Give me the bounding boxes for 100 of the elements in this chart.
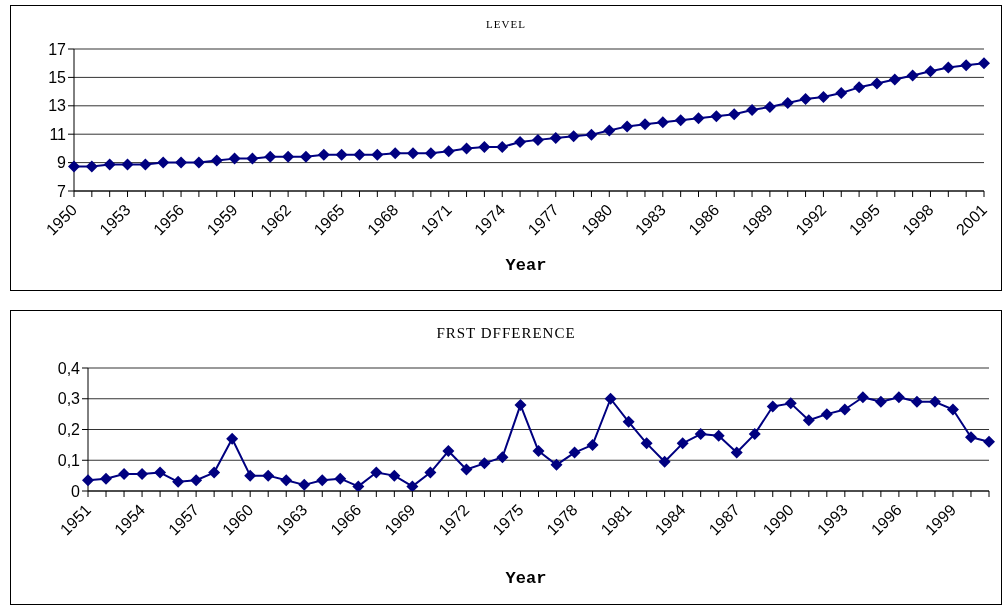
point [442,145,455,158]
point [496,451,509,464]
x-axis-title: Year [504,256,548,275]
point [746,104,759,117]
point [514,398,527,411]
point [694,428,707,441]
point [784,397,797,410]
point [603,124,616,137]
point [983,435,995,448]
point [622,415,635,428]
point [460,463,473,476]
point [585,128,598,141]
point [604,392,617,405]
point [424,466,437,479]
point [928,395,941,408]
point [892,391,905,404]
point [280,474,293,487]
point [82,474,94,487]
point [874,395,887,408]
point [728,108,741,121]
point [820,408,833,421]
point [317,148,330,161]
point [172,475,185,488]
point [496,140,509,153]
point [712,429,725,442]
point [853,81,866,94]
point [870,77,883,90]
point [226,432,239,445]
point [121,158,134,171]
point [567,130,580,143]
point [906,69,919,82]
y-tick-label: 17 [48,40,67,58]
point [334,472,347,485]
point [460,142,473,155]
point [103,158,116,171]
point [100,472,113,485]
point [424,147,437,160]
point [371,148,384,161]
point [568,446,581,459]
point [406,480,419,491]
y-tick-label: 15 [48,69,67,87]
y-tick-label: 11 [49,125,67,143]
point [942,61,955,74]
point [264,150,277,163]
point [946,403,959,416]
y-tick-label: 7 [57,182,67,200]
point [710,110,723,123]
point [766,400,779,413]
point [550,458,563,471]
point [835,87,848,100]
point [353,148,366,161]
point [532,445,545,458]
point [154,466,167,479]
y-tick-label: 0,4 [57,359,81,377]
point [924,65,937,78]
point [621,120,634,133]
point [781,96,794,109]
point [676,437,689,450]
point [763,100,776,113]
point [370,466,383,479]
point [799,92,812,105]
point [388,469,401,482]
point [978,57,990,70]
point [136,468,149,481]
point [282,150,295,163]
point [68,160,80,173]
point [856,391,869,404]
point [478,140,491,153]
y-tick-label: 0 [71,482,81,500]
y-tick-label: 0,1 [57,451,81,469]
point [586,438,599,451]
y-tick-label: 9 [57,154,67,172]
point [175,156,188,169]
point [228,152,241,165]
point [244,469,257,482]
point [817,91,830,103]
point [964,431,977,444]
point [638,118,651,131]
point [262,469,275,482]
point [514,136,527,149]
point [157,156,170,169]
point [674,114,687,127]
point [656,116,669,129]
point [640,437,653,450]
point [407,147,420,160]
point [802,414,815,427]
point [190,474,203,487]
point [298,478,311,491]
point [531,133,544,146]
point [730,446,743,459]
point [692,112,705,125]
point [210,154,223,167]
point [478,457,491,470]
point [389,147,402,160]
y-tick-label: 0,3 [57,390,81,408]
chart-title: FRST DFFERENCE [435,325,577,342]
point [335,148,348,161]
point [549,132,562,145]
point [208,466,221,479]
point [838,403,851,416]
